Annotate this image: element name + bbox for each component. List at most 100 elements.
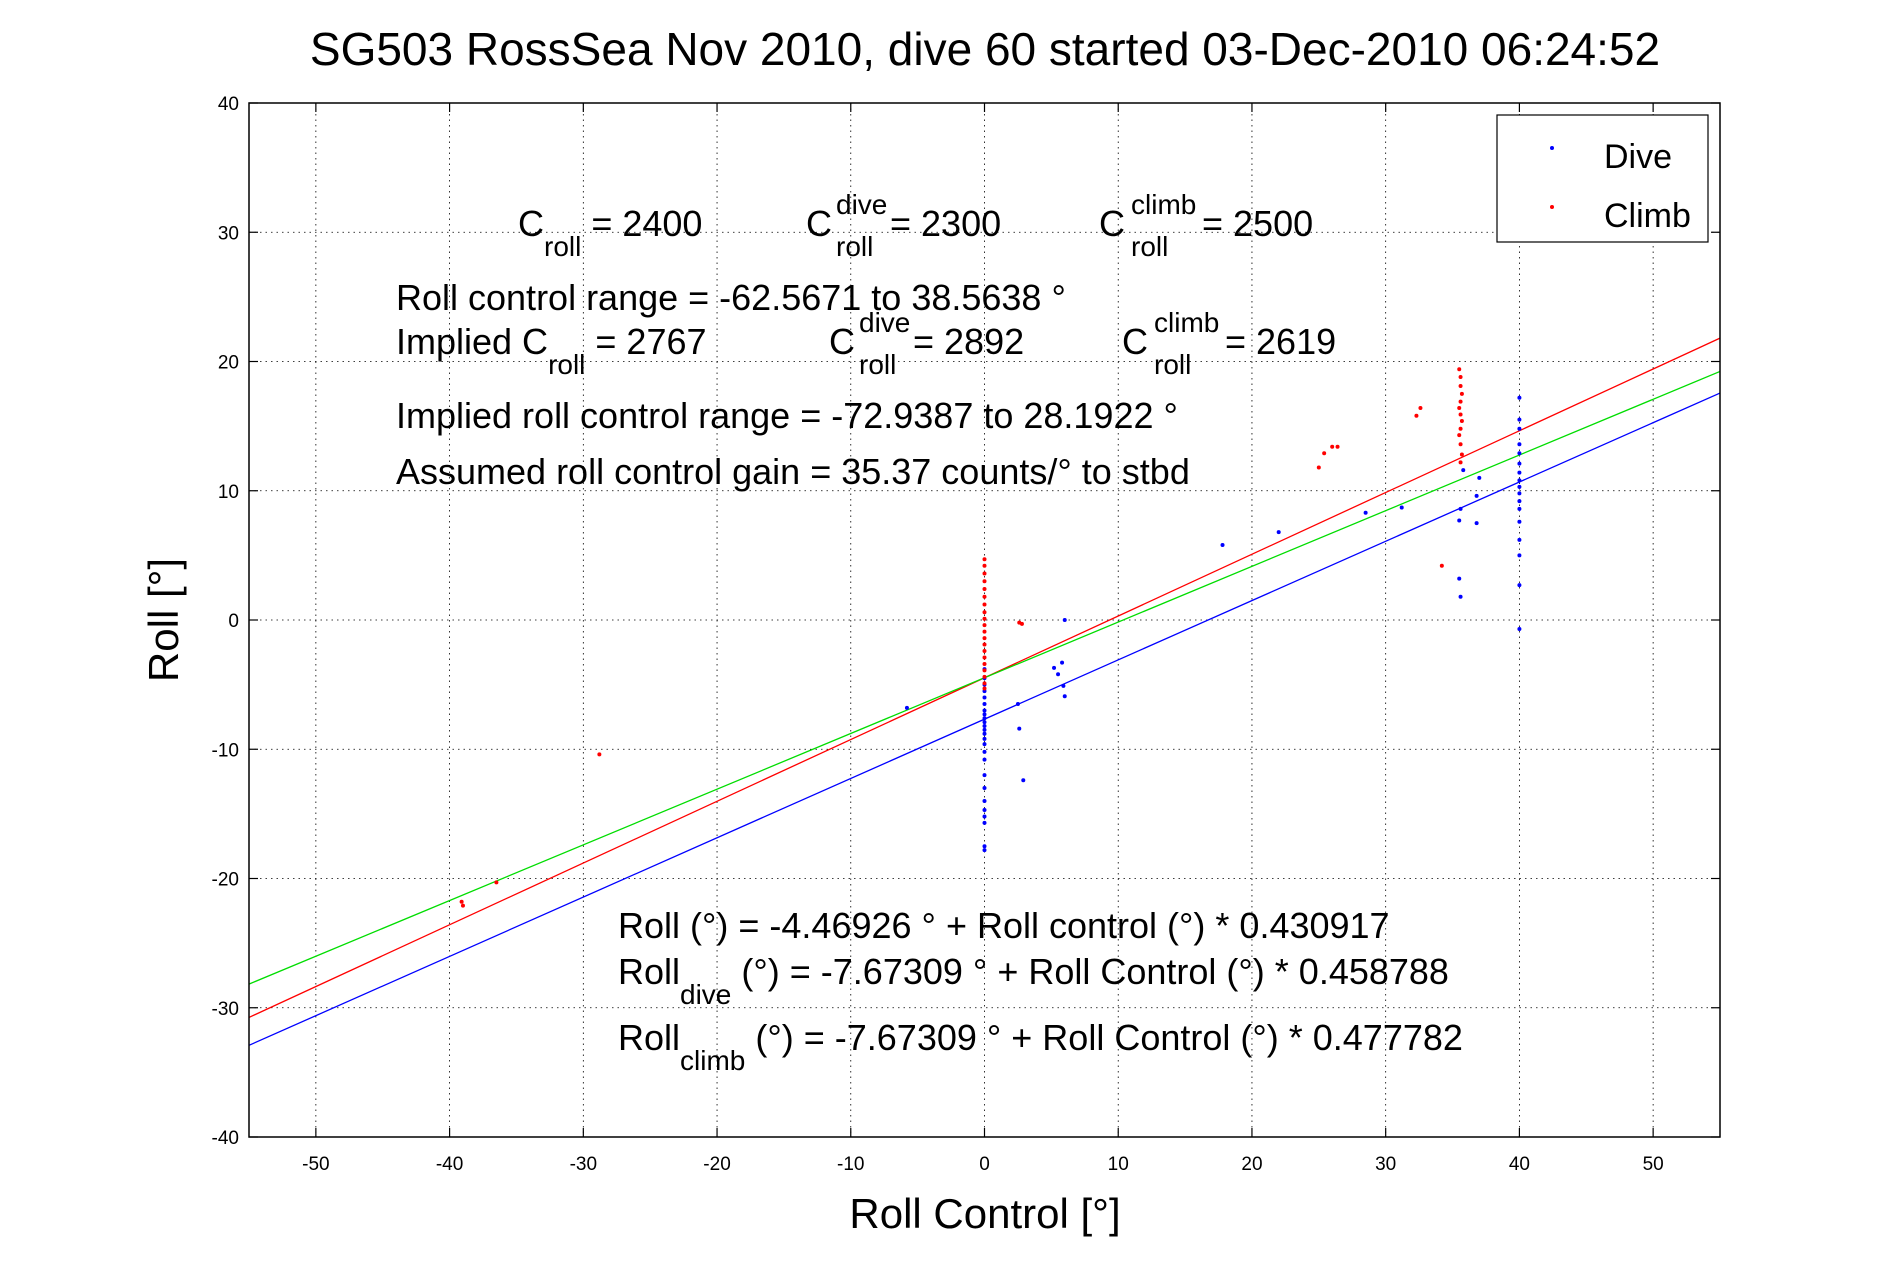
- legend-dive-label: Dive: [1604, 138, 1672, 176]
- climb-point: [982, 629, 987, 634]
- dive-point: [1517, 461, 1522, 466]
- dive-point: [1517, 451, 1522, 456]
- dive-point: [1477, 475, 1482, 480]
- climb-point: [1335, 444, 1340, 449]
- dive-point: [1517, 470, 1522, 475]
- x-axis-label: Roll Control [°]: [849, 1190, 1120, 1237]
- climb-point: [982, 579, 987, 584]
- dive-point: [1517, 627, 1522, 632]
- annotation-implied-c-roll-climb-sup: climb: [1154, 307, 1219, 338]
- climb-point: [982, 586, 987, 591]
- climb-point: [982, 642, 987, 647]
- dive-point: [1062, 618, 1067, 622]
- dive-point: [982, 736, 987, 741]
- annotation-c-roll-climb: C: [1099, 203, 1125, 244]
- x-tick-label: -30: [570, 1154, 597, 1175]
- x-tick-label: -50: [302, 1154, 329, 1175]
- climb-point: [1459, 452, 1464, 457]
- dive-point: [1461, 468, 1466, 473]
- climb-point: [1439, 563, 1444, 568]
- legend-climb-label: Climb: [1604, 197, 1691, 235]
- dive-point: [982, 742, 987, 747]
- annotation-implied-range: Implied roll control range = -72.9387 to…: [396, 395, 1178, 436]
- climb-point: [982, 681, 987, 686]
- dive-point: [982, 786, 987, 791]
- dive-point: [982, 708, 987, 713]
- climb-point: [982, 610, 987, 615]
- x-tick-label: 10: [1108, 1154, 1129, 1175]
- dive-point: [904, 705, 909, 710]
- dive-point: [982, 720, 987, 725]
- dive-point: [982, 848, 987, 853]
- axis-ticks: -50 -40 -30 -20 -10 0 10 20 30 40 50 -40 -30 -20 -10 0 1…: [212, 94, 1720, 1175]
- x-tick-label: 0: [979, 1154, 990, 1175]
- dive-point: [982, 798, 987, 803]
- dive-point: [1517, 426, 1522, 431]
- dive-point: [1517, 506, 1522, 511]
- x-tick-label: -40: [436, 1154, 463, 1175]
- dive-point: [1061, 683, 1066, 688]
- chart-title: SG503 RossSea Nov 2010, dive 60 started …: [310, 23, 1660, 75]
- dive-point: [1517, 553, 1522, 558]
- annotation-c-roll-climb-value: = 2500: [1202, 203, 1313, 244]
- y-axis-label: Roll [°]: [140, 558, 187, 682]
- y-tick-label: -10: [212, 740, 239, 761]
- climb-point: [982, 616, 987, 621]
- climb-point: [982, 668, 987, 673]
- climb-point: [1457, 433, 1462, 438]
- climb-point: [982, 571, 987, 576]
- y-tick-label: -30: [212, 999, 239, 1020]
- dive-point: [982, 844, 987, 849]
- dive-point: [1517, 484, 1522, 489]
- dive-point: [1517, 491, 1522, 496]
- dive-point: [982, 820, 987, 825]
- climb-point: [982, 661, 987, 666]
- climb-point: [460, 903, 465, 908]
- climb-point: [982, 636, 987, 641]
- y-tick-label: 20: [218, 353, 239, 374]
- dive-point: [982, 723, 987, 728]
- climb-point: [982, 674, 987, 679]
- climb-point: [1458, 460, 1463, 465]
- x-tick-label: 40: [1509, 1154, 1530, 1175]
- y-tick-label: -20: [212, 870, 239, 891]
- climb-point: [1458, 412, 1463, 417]
- climb-point: [494, 880, 499, 885]
- dive-point: [982, 807, 987, 812]
- dive-point: [982, 716, 987, 721]
- annotation-c-roll-dive-sup: dive: [836, 189, 887, 220]
- dive-point: [1517, 478, 1522, 483]
- x-tick-label: 50: [1643, 1154, 1664, 1175]
- annotation-c-roll-dive-value: = 2300: [890, 203, 1001, 244]
- climb-point: [982, 655, 987, 660]
- climb-point: [982, 563, 987, 568]
- climb-point: [982, 649, 987, 654]
- dive-point: [1458, 594, 1463, 599]
- climb-point: [1414, 413, 1419, 418]
- dive-point: [1276, 530, 1281, 535]
- grid-lines: [249, 102, 1720, 1138]
- dive-point: [982, 814, 987, 819]
- dive-point: [1517, 537, 1522, 542]
- dive-point: [982, 712, 987, 717]
- annotation-implied-c-roll-dive-sub: roll: [859, 349, 896, 380]
- dive-point: [1517, 583, 1522, 588]
- annotation-c-roll-dive-sub: roll: [836, 231, 873, 262]
- climb-point: [982, 557, 987, 562]
- climb-point: [1458, 442, 1463, 447]
- annotation-fit-all: Roll (°) = -4.46926 ° + Roll control (°)…: [618, 905, 1390, 946]
- legend: Dive Climb: [1496, 114, 1709, 243]
- climb-point: [1457, 406, 1462, 411]
- climb-point: [459, 899, 464, 904]
- legend-dive-marker: [1550, 146, 1554, 150]
- dive-point: [1052, 665, 1057, 670]
- climb-point: [982, 686, 987, 691]
- dive-point: [1474, 493, 1479, 498]
- dive-point: [982, 749, 987, 754]
- dive-point: [982, 731, 987, 736]
- dive-point: [1021, 778, 1026, 783]
- climb-point: [982, 594, 987, 599]
- annotation-implied-c-roll-dive-sup: dive: [859, 307, 910, 338]
- dive-point: [982, 773, 987, 778]
